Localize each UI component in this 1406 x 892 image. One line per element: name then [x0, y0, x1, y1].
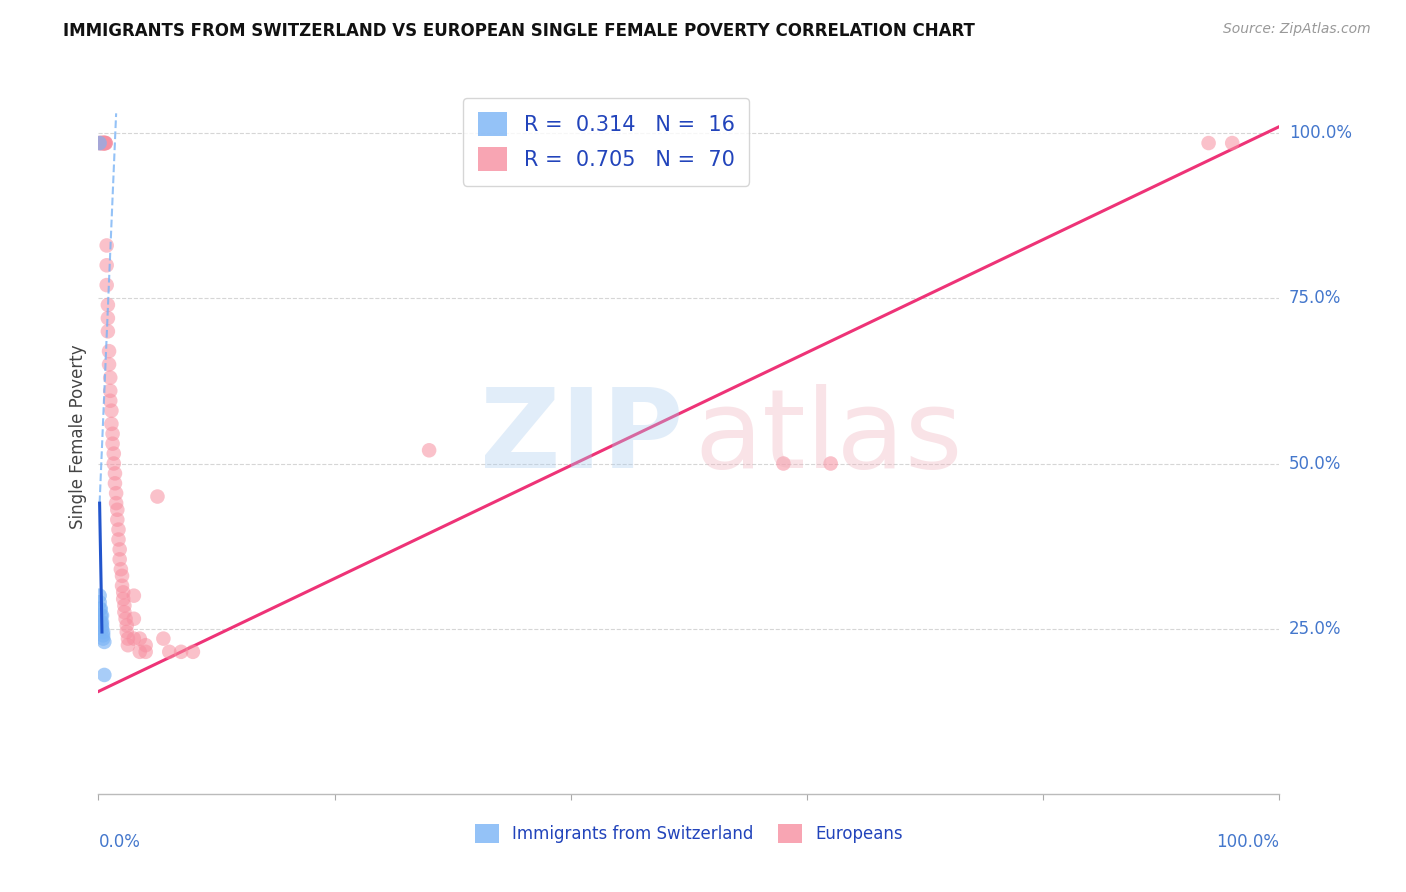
Point: [105, 486, 128, 500]
Point: [91, 615, 114, 629]
Text: 0.0%: 0.0%: [98, 833, 141, 851]
Point: [111, 569, 134, 583]
Text: 25.0%: 25.0%: [1289, 620, 1341, 638]
Point: [91, 136, 114, 150]
Point: [94, 136, 117, 150]
Point: [115, 618, 138, 632]
Point: [115, 625, 138, 640]
Point: [105, 513, 128, 527]
Point: [146, 490, 169, 504]
Point: [93, 635, 115, 649]
Point: [112, 585, 135, 599]
Point: [91, 622, 114, 636]
Point: [135, 645, 157, 659]
Point: [90, 602, 112, 616]
Point: [112, 605, 135, 619]
Point: [91, 136, 114, 150]
Point: [105, 496, 128, 510]
Point: [170, 645, 193, 659]
Point: [100, 417, 122, 431]
Point: [90, 136, 112, 150]
Point: [96, 278, 118, 293]
Point: [89, 136, 111, 150]
Point: [122, 612, 145, 626]
Point: [93, 136, 115, 150]
Text: atlas: atlas: [695, 384, 963, 491]
Point: [820, 457, 842, 471]
Point: [89, 136, 111, 150]
Point: [97, 298, 120, 312]
Point: [90, 615, 112, 629]
Text: 75.0%: 75.0%: [1289, 289, 1341, 308]
Legend: Immigrants from Switzerland, Europeans: Immigrants from Switzerland, Europeans: [468, 817, 910, 850]
Point: [101, 436, 124, 450]
Point: [94, 136, 117, 150]
Point: [89, 602, 111, 616]
Point: [104, 467, 127, 481]
Point: [91, 136, 114, 150]
Point: [96, 238, 118, 252]
Point: [1198, 136, 1220, 150]
Point: [98, 393, 121, 408]
Point: [89, 136, 111, 150]
Point: [128, 632, 150, 646]
Point: [101, 426, 124, 441]
Point: [91, 632, 114, 646]
Point: [91, 136, 114, 150]
Point: [98, 384, 121, 398]
Point: [112, 591, 135, 606]
Y-axis label: Single Female Poverty: Single Female Poverty: [69, 345, 87, 529]
Point: [91, 628, 114, 642]
Point: [91, 608, 114, 623]
Point: [94, 136, 117, 150]
Point: [97, 324, 120, 338]
Point: [93, 136, 115, 150]
Point: [181, 645, 204, 659]
Point: [108, 542, 131, 557]
Point: [96, 258, 118, 272]
Point: [97, 311, 120, 326]
Point: [103, 447, 125, 461]
Point: [90, 608, 112, 623]
Point: [112, 599, 135, 613]
Point: [128, 645, 150, 659]
Point: [100, 403, 122, 417]
Point: [98, 370, 121, 384]
Point: [1220, 136, 1243, 150]
Text: 50.0%: 50.0%: [1289, 455, 1341, 473]
Point: [107, 523, 129, 537]
Point: [117, 632, 139, 646]
Text: ZIP: ZIP: [479, 384, 683, 491]
Point: [105, 502, 128, 516]
Point: [103, 457, 125, 471]
Text: 100.0%: 100.0%: [1216, 833, 1279, 851]
Point: [157, 645, 180, 659]
Point: [89, 595, 111, 609]
Point: [108, 552, 131, 566]
Point: [91, 618, 114, 632]
Point: [772, 457, 794, 471]
Point: [418, 443, 440, 458]
Point: [117, 638, 139, 652]
Point: [91, 136, 114, 150]
Point: [114, 612, 136, 626]
Point: [107, 533, 129, 547]
Point: [135, 638, 157, 652]
Point: [104, 476, 127, 491]
Point: [111, 579, 134, 593]
Point: [152, 632, 174, 646]
Point: [98, 358, 121, 372]
Point: [93, 136, 115, 150]
Point: [110, 562, 132, 576]
Point: [98, 344, 121, 359]
Point: [91, 625, 114, 640]
Text: Source: ZipAtlas.com: Source: ZipAtlas.com: [1223, 22, 1371, 37]
Point: [122, 632, 145, 646]
Point: [122, 589, 145, 603]
Point: [89, 589, 111, 603]
Point: [93, 668, 115, 682]
Text: IMMIGRANTS FROM SWITZERLAND VS EUROPEAN SINGLE FEMALE POVERTY CORRELATION CHART: IMMIGRANTS FROM SWITZERLAND VS EUROPEAN …: [63, 22, 976, 40]
Text: 100.0%: 100.0%: [1289, 124, 1353, 142]
